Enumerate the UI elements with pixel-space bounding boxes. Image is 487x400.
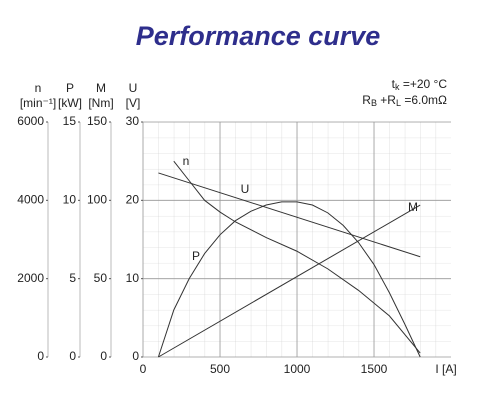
annotation-part: R [362,93,371,107]
y-tick-label: 15 [63,114,77,128]
series-label: P [192,249,200,263]
series-line [157,201,421,358]
y-tick-label: 4000 [17,193,44,207]
x-tick-label: 500 [210,362,230,376]
series-label: M [408,200,418,214]
y-tick-label: 0 [100,349,107,363]
annotation: tk =+20 °C [392,77,448,92]
x-tick-label: 1500 [361,362,388,376]
y-tick-label: 100 [87,193,107,207]
axis-name: P [66,81,74,95]
series-label: n [183,154,190,168]
annotation-part: =6.0mΩ [401,93,447,107]
axis-name: M [96,81,106,95]
axis-name: U [129,81,138,95]
y-tick-label: 2000 [17,271,44,285]
x-axis-label: I [A] [435,362,456,376]
y-tick-label: 30 [126,114,140,128]
annotation-part: B [371,98,377,108]
annotation-part: +R [377,93,396,107]
y-tick-label: 50 [94,271,108,285]
series-line [173,160,421,354]
series-line [158,204,421,358]
series-line [158,172,421,258]
y-tick-label: 5 [69,271,76,285]
axis-unit: [min⁻¹] [20,96,56,110]
axis-unit: [Nm] [88,96,113,110]
annotation-part: L [396,98,401,108]
annotation-part: t [392,77,396,91]
series-label: U [241,182,250,196]
chart-title: Performance curve [136,21,381,51]
axis-unit: [V] [126,96,141,110]
annotation: RB +RL =6.0mΩ [362,93,447,108]
y-tick-label: 6000 [17,114,44,128]
y-tick-label: 20 [126,193,140,207]
axis-name: n [35,81,42,95]
y-tick-label: 10 [63,193,77,207]
y-tick-label: 10 [126,271,140,285]
y-tick-label: 0 [37,349,44,363]
annotation-part: =+20 °C [400,77,448,91]
axis-unit: [kW] [58,96,82,110]
y-tick-label: 150 [87,114,107,128]
x-tick-label: 1000 [284,362,311,376]
y-tick-label: 0 [69,349,76,363]
y-tick-label: 0 [132,349,139,363]
annotation-part: k [395,82,400,92]
x-tick-label: 0 [140,362,147,376]
